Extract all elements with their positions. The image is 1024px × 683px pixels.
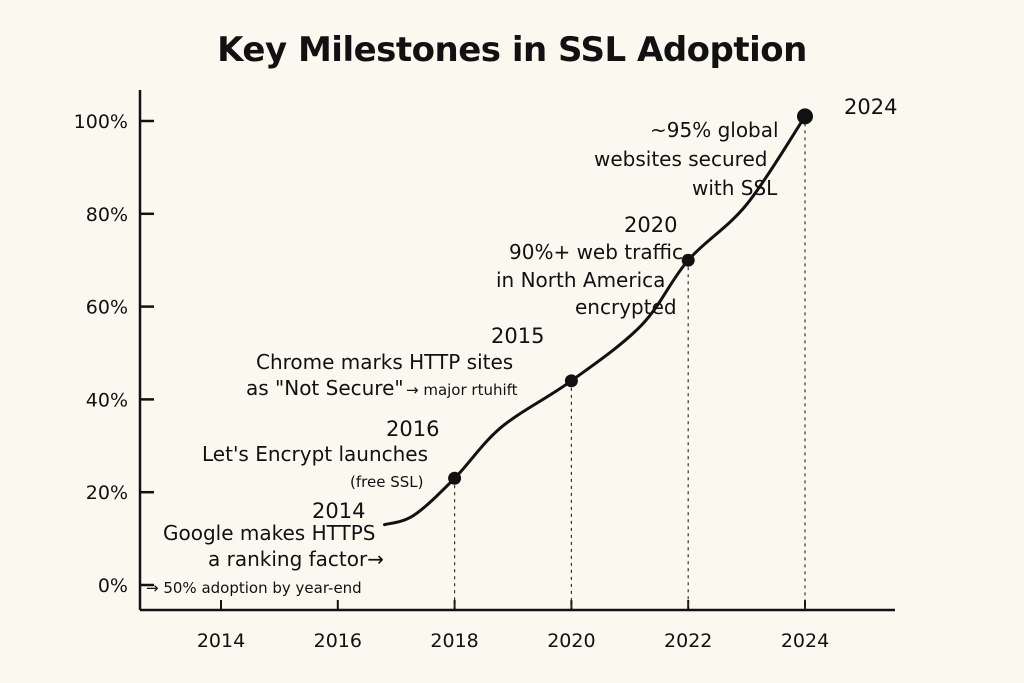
y-tick-label: 100% [74,111,128,133]
x-tick-label: 2014 [197,630,245,652]
chart-title: Key Milestones in SSL Adoption [217,30,807,70]
annotation-line: websites secured [594,147,767,171]
x-tick-label: 2016 [314,630,362,652]
annotation-line: with SSL [692,176,778,200]
annotation-year: 2014 [312,499,365,523]
annotation-year: 2015 [491,324,544,348]
annotation-line: encrypted [575,295,677,319]
y-tick-label: 80% [86,204,128,226]
annotation-line: as "Not Secure" [246,376,404,400]
x-tick-label: 2018 [430,630,478,652]
annotation-line: → 50% adoption by year-end [146,579,362,597]
annotation-line: → major rtuhift [406,381,518,399]
data-point [564,374,578,388]
annotation-line: 90%+ web traffic [509,240,683,264]
annotation-year: 2024 [844,95,897,119]
data-point [797,108,813,125]
series-line [383,114,807,527]
y-tick-label: 40% [86,389,128,411]
y-tick-label: 20% [86,482,128,504]
annotation-line: (free SSL) [350,473,423,491]
y-tick-label: 60% [86,297,128,319]
annotation-line: in North America [496,268,665,292]
data-point [448,471,462,485]
x-tick-label: 2020 [547,630,595,652]
annotation-line: Chrome marks HTTP sites [256,350,513,374]
y-tick-label: 0% [98,575,128,597]
annotation-year: 2016 [386,417,439,441]
x-tick-label: 2022 [664,630,712,652]
annotation-line: ~95% global [650,118,779,142]
annotation-line: Google makes HTTPS [163,521,375,545]
annotation-year: 2020 [624,213,677,237]
data-point [681,253,695,267]
annotation-line: a ranking factor→ [208,547,384,571]
x-tick-label: 2024 [781,630,829,652]
annotation-line: Let's Encrypt launches [202,442,428,466]
